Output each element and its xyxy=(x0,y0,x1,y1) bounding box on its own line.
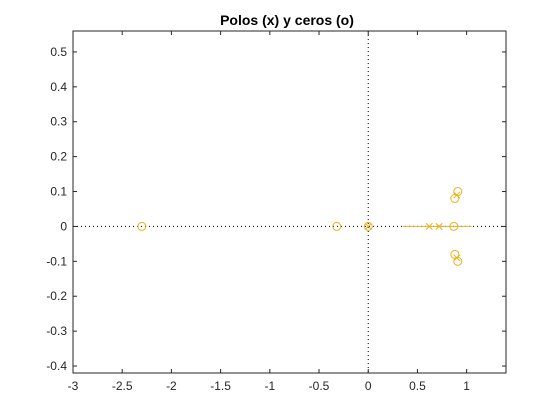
y-tick-label: -0.2 xyxy=(46,289,67,303)
x-tick-label: 0 xyxy=(365,379,372,393)
x-tick-label: -2.5 xyxy=(112,379,133,393)
y-tick-label: 0.4 xyxy=(50,80,67,94)
x-tick-label: 0.5 xyxy=(409,379,426,393)
y-tick-label: -0.4 xyxy=(46,359,67,373)
y-tick-label: 0.3 xyxy=(50,115,67,129)
x-tick-label: -2 xyxy=(166,379,177,393)
zero-marker xyxy=(137,221,147,231)
y-tick-label: 0 xyxy=(60,219,67,233)
plot-area xyxy=(73,31,506,373)
x-tick-label: -1 xyxy=(264,379,275,393)
y-tick-label: 0.2 xyxy=(50,150,67,164)
x-tick-label: -0.5 xyxy=(309,379,330,393)
y-tick-label: -0.1 xyxy=(46,254,67,268)
axes: -3 -2.5 -2 -1.5 -1 -0.5 0 0.5 1 -0.4 -0.3 -0.2 -0.1 0… xyxy=(46,30,507,393)
y-tick-label: -0.3 xyxy=(46,324,67,338)
y-tick-label: 0.1 xyxy=(50,185,67,199)
plot-background xyxy=(73,31,506,373)
zero-marker xyxy=(453,187,463,197)
y-tick-label: 0.5 xyxy=(50,45,67,59)
zero-marker xyxy=(449,221,459,231)
zero-marker xyxy=(363,221,373,231)
zero-marker xyxy=(453,256,463,266)
pole-marker-stroke xyxy=(425,222,433,230)
pole-marker-stroke xyxy=(435,222,443,230)
pole-marker-stroke xyxy=(364,222,372,230)
pole-marker xyxy=(364,222,372,230)
zero-marker xyxy=(332,221,342,231)
x-tick-label: -3 xyxy=(68,379,79,393)
x-tick-label: -1.5 xyxy=(210,379,231,393)
pole-marker xyxy=(435,222,443,230)
pole-marker xyxy=(425,222,433,230)
chart-title: Polos (x) y ceros (o) xyxy=(220,12,354,28)
x-tick-label: 1 xyxy=(463,379,470,393)
axes-box xyxy=(72,30,507,374)
